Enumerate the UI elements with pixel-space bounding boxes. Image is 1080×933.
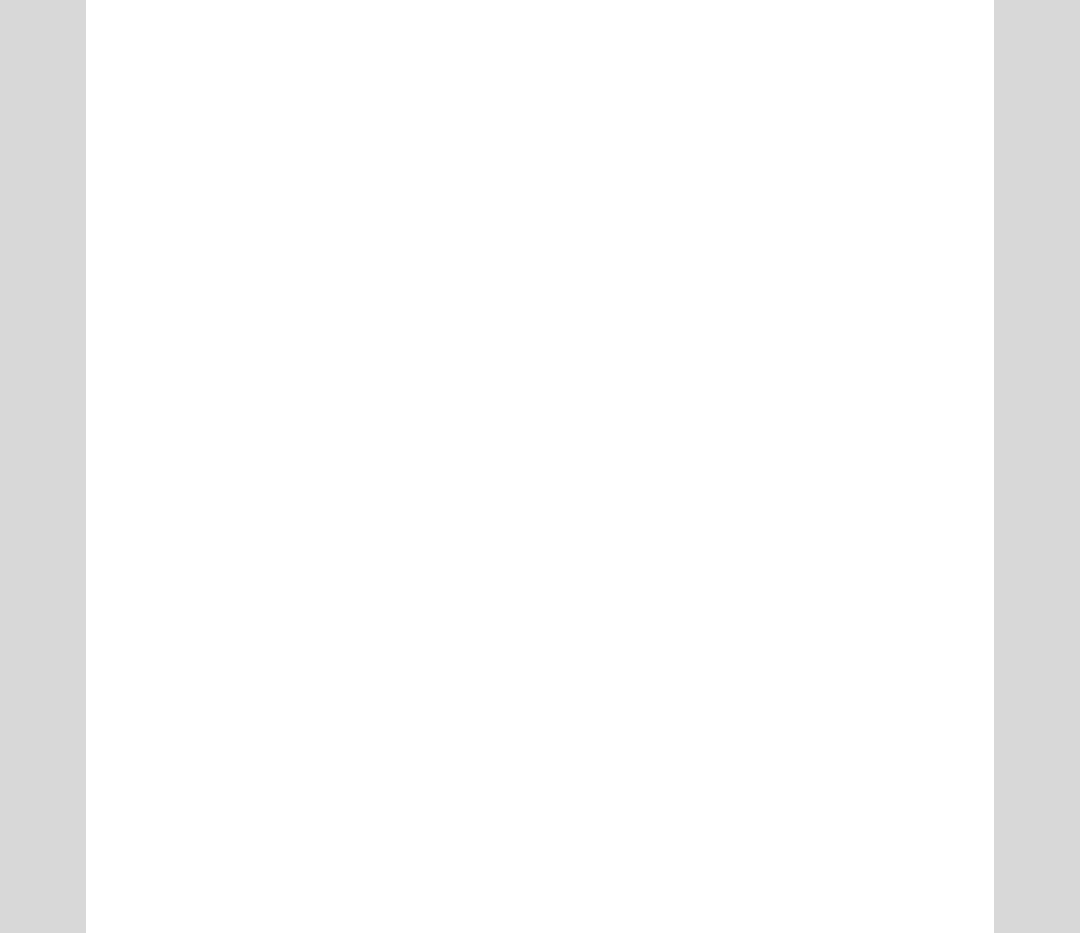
Circle shape	[154, 733, 224, 793]
FancyBboxPatch shape	[113, 253, 237, 322]
Circle shape	[154, 469, 224, 529]
Circle shape	[154, 600, 224, 660]
Text: None of these: None of these	[235, 369, 454, 397]
Circle shape	[154, 353, 224, 412]
Text: ans.: ans.	[143, 272, 207, 300]
Text: A differential equation of first order and first: A differential equation of first order a…	[151, 93, 828, 122]
Text: degree is homogeneous if: degree is homogeneous if	[151, 168, 546, 197]
Text: $\dfrac{dy}{dx} = \varphi\!\left(\dfrac{y}{x}\right)$: $\dfrac{dy}{dx} = \varphi\!\left(\dfrac{…	[235, 470, 363, 528]
Text: $\dfrac{dy}{dx} = \varphi(x)$: $\dfrac{dy}{dx} = \varphi(x)$	[235, 734, 356, 792]
Text: $\dfrac{dy}{dx} = \mathrm{constant}$: $\dfrac{dy}{dx} = \mathrm{constant}$	[235, 601, 419, 659]
